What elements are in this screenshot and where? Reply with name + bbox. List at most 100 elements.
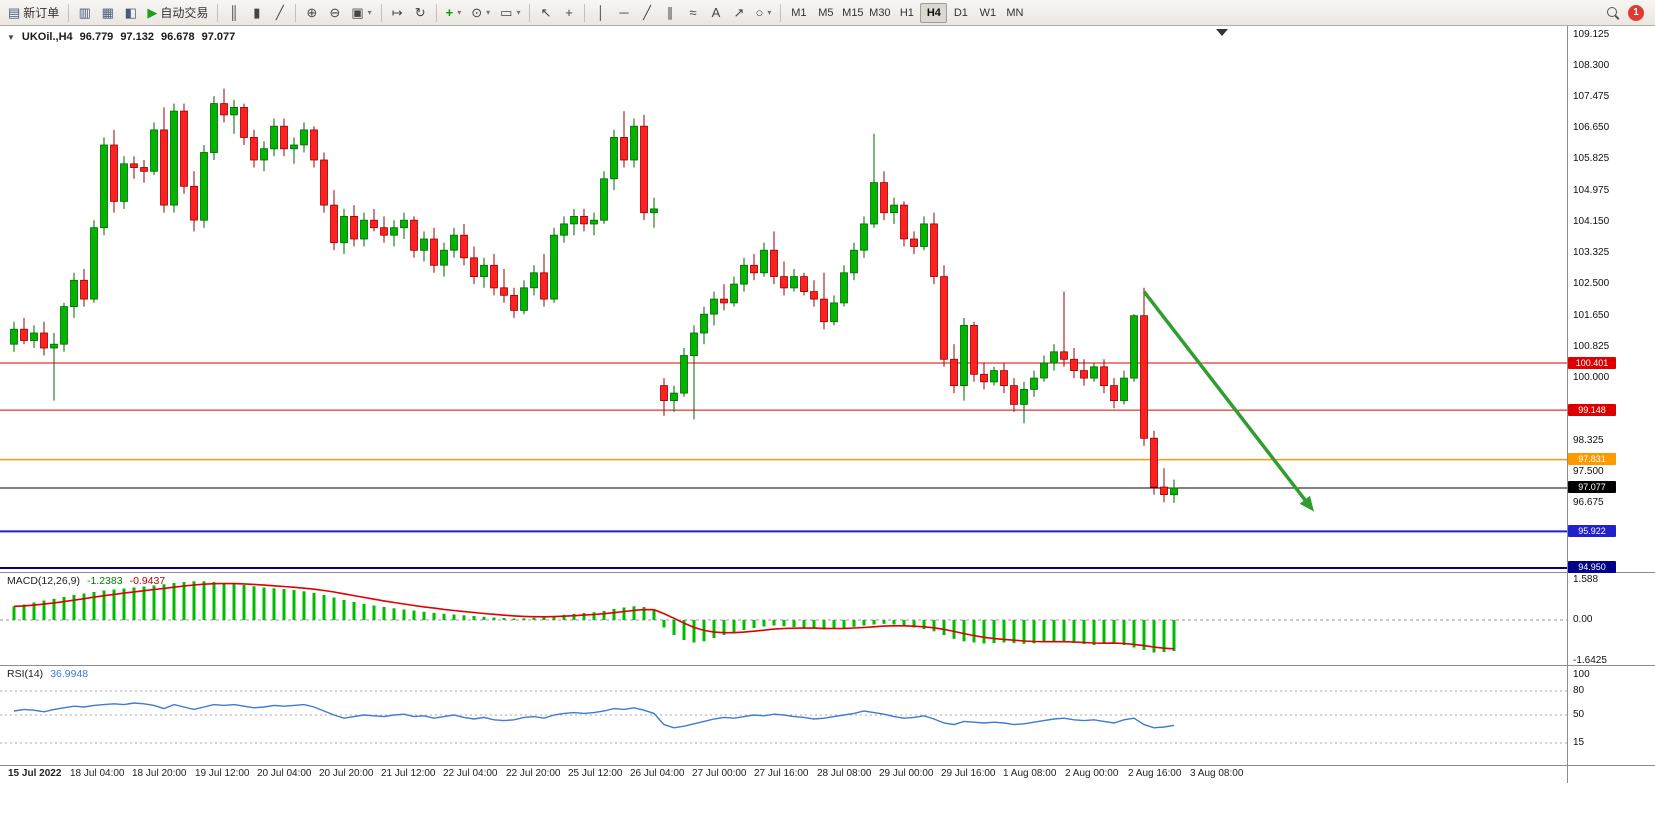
new-order-button[interactable]: ▤ 新订单	[3, 2, 64, 24]
zoom-out-button[interactable]: ⊖	[323, 2, 346, 24]
tf-d1-button[interactable]: D1	[947, 3, 974, 23]
indicators-button[interactable]: + ▾	[441, 2, 467, 24]
trendline-button[interactable]: ╱	[635, 2, 658, 24]
candle-body	[1030, 377, 1038, 390]
price-tick: 108.300	[1573, 60, 1610, 71]
candle-body	[760, 249, 768, 274]
time-axis[interactable]: 15 Jul 2022 18 Jul 04:00 18 Jul 20:00 19 Ju…	[0, 765, 1567, 785]
axis-separator[interactable]	[1567, 26, 1568, 783]
candle-body	[620, 137, 628, 161]
candle-body	[840, 272, 848, 304]
trend-arrow-head[interactable]	[1299, 495, 1314, 512]
candle-body	[190, 185, 198, 221]
zoom-in-icon: ⊕	[306, 5, 318, 20]
candle-body	[280, 125, 288, 150]
candle-body	[290, 144, 298, 150]
candle-body	[1080, 370, 1088, 379]
auto-trading-button[interactable]: ▶ 自动交易	[142, 2, 213, 24]
candle-body	[710, 298, 718, 315]
tile-windows-button[interactable]: ▣ ▾	[346, 2, 376, 24]
horizontal-line-icon: ─	[619, 5, 629, 20]
text-tool-button[interactable]: A	[704, 2, 727, 24]
time-tick: 2 Aug 00:00	[1065, 768, 1119, 779]
bar-chart-button[interactable]: ║	[222, 2, 245, 24]
tf-m5-button[interactable]: M5	[812, 3, 839, 23]
cursor-button[interactable]: ↖	[534, 2, 557, 24]
tf-h4-button[interactable]: H4	[920, 2, 948, 23]
line-chart-button[interactable]: ╱	[268, 2, 291, 24]
channel-button[interactable]: ∥	[658, 2, 681, 24]
candle-body	[130, 163, 138, 169]
candle-body	[660, 385, 668, 402]
candle-body	[440, 249, 448, 266]
rsi-name: RSI(14)	[7, 668, 44, 680]
data-window-button[interactable]: ▦	[96, 2, 119, 24]
candle-body	[670, 392, 678, 402]
chart-shift-button[interactable]: ↦	[386, 2, 409, 24]
chart-shift-icon: ↦	[391, 5, 403, 20]
price-tick: 101.650	[1573, 310, 1610, 321]
candle-body	[700, 313, 708, 334]
candle-body	[680, 355, 688, 394]
navigator-button[interactable]: ◧	[119, 2, 142, 24]
channel-icon: ∥	[666, 5, 674, 20]
crosshair-button[interactable]: +	[557, 2, 580, 24]
tf-mn-button[interactable]: MN	[1001, 3, 1028, 23]
navigator-icon: ◧	[124, 5, 137, 20]
dropdown-arrow-icon: ▾	[367, 8, 372, 17]
auto-scroll-button[interactable]: ↻	[409, 2, 432, 24]
candle-body	[570, 215, 578, 225]
candle-body	[860, 223, 868, 251]
macd-signal-value: -0.9437	[129, 575, 166, 587]
panel-separator-time[interactable]	[0, 765, 1655, 766]
price-tick: 109.125	[1573, 29, 1610, 40]
candle-body	[520, 287, 528, 311]
panel-separator-macd[interactable]	[0, 572, 1655, 573]
time-tick: 18 Jul 20:00	[132, 768, 187, 779]
candle-body	[170, 110, 178, 206]
clock-icon: ⊙	[471, 5, 483, 20]
time-tick: 25 Jul 12:00	[568, 768, 623, 779]
price-tick: 98.325	[1573, 435, 1604, 446]
notification-badge[interactable]: 1	[1628, 4, 1644, 21]
candle-body	[1010, 385, 1018, 405]
toolbar-separator	[435, 3, 437, 22]
vertical-line-button[interactable]: │	[589, 2, 612, 24]
candle-body	[260, 148, 268, 161]
candle-body	[560, 223, 568, 236]
trend-arrow[interactable]	[1142, 290, 1311, 507]
cursor-icon: ↖	[540, 5, 552, 20]
price-tick: 96.675	[1573, 497, 1604, 508]
candlestick-chart-button[interactable]: ▮	[245, 2, 268, 24]
rsi-line	[13, 702, 1175, 729]
candle-body	[750, 264, 758, 274]
panel-separator-rsi[interactable]	[0, 665, 1655, 666]
templates-button[interactable]: ▭ ▾	[495, 2, 525, 24]
tf-w1-button[interactable]: W1	[974, 3, 1001, 23]
zoom-in-button[interactable]: ⊕	[300, 2, 323, 24]
price-chart-canvas[interactable]	[0, 26, 1567, 572]
tf-m1-button[interactable]: M1	[785, 3, 812, 23]
price-axis[interactable]: 109.125 108.300 107.475 106.650 105.825 104.9…	[1567, 0, 1655, 823]
candle-body	[1120, 377, 1128, 402]
arrows-tool-button[interactable]: ↗	[727, 2, 750, 24]
candle-body	[330, 204, 338, 244]
time-tick: 28 Jul 08:00	[817, 768, 872, 779]
chart-shift-marker[interactable]	[1216, 29, 1228, 36]
periods-button[interactable]: ⊙ ▾	[466, 2, 495, 24]
candle-body	[430, 238, 438, 266]
tf-m30-button[interactable]: M30	[866, 3, 893, 23]
symbol-collapse-icon[interactable]: ▼	[7, 32, 15, 42]
tf-m15-button[interactable]: M15	[839, 3, 866, 23]
candle-body	[960, 324, 968, 386]
fibonacci-button[interactable]: ≈	[681, 2, 704, 24]
zoom-out-icon: ⊖	[329, 5, 341, 20]
rsi-canvas[interactable]	[0, 665, 1567, 765]
macd-canvas[interactable]	[0, 572, 1567, 665]
ohlc-low: 96.678	[160, 31, 195, 43]
market-watch-button[interactable]: ▥	[73, 2, 96, 24]
shapes-button[interactable]: ○ ▾	[750, 2, 776, 24]
tf-h1-button[interactable]: H1	[893, 3, 920, 23]
search-icon[interactable]	[1606, 6, 1620, 20]
horizontal-line-button[interactable]: ─	[612, 2, 635, 24]
